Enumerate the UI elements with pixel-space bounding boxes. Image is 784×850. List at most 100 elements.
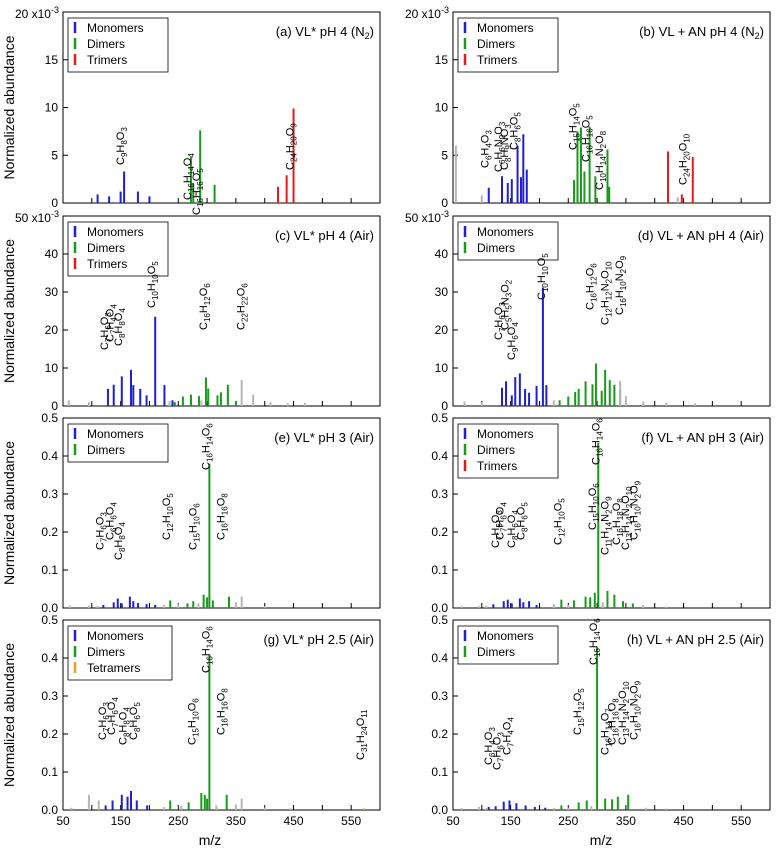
formula-label: C8​H8​O4​ [113,522,127,560]
formula-label: C5​H5​N3​O2​ [499,279,513,330]
legend-box [67,221,169,277]
formula-label: C16​H14​O6​ [200,626,214,673]
x-tick-label: 150 [111,814,131,828]
y-scale-label: 20 x10-3 [15,5,59,21]
formula-label: C7​H6​O4​ [495,502,509,540]
formula-label: C7​H6​O3​ [94,512,108,550]
y-tick-label: 0.2 [41,727,58,741]
plot-frame [452,215,771,407]
y-tick-label: 0.5 [431,411,448,425]
y-tick-label: 0.0 [41,803,58,817]
y-tick-label: 20 [45,323,59,337]
x-tick-label: 550 [731,814,751,828]
y-tick-label: 0.3 [41,487,58,501]
formula-label: C7​H4​O4​ [502,717,516,755]
formula-label: C6​H4​O3​ [483,727,497,765]
legend-label: Dimers [477,37,515,51]
y-tick-label: 5 [51,148,58,162]
y-tick-label: 0.0 [41,601,58,615]
formula-label: C9​H8​O3​ [115,127,129,165]
y-scale-label: 50 x10-3 [15,209,59,225]
y-tick-label: 10 [435,101,449,115]
y-scale-label: 20 x10-3 [405,5,449,21]
formula-label: C16​H10​N2​O9​ [628,680,642,740]
formula-label: C6​H6​O4​ [105,502,119,540]
y-tick-label: 0.5 [41,411,58,425]
formula-label: C13​H14​N2​O10​ [620,486,634,550]
y-tick-label: 0.1 [41,765,58,779]
formula-label: C16​H18​O8​ [611,498,625,545]
y-tick-label: 0.4 [41,651,58,665]
formula-label: C8​H6​O5​ [509,112,523,150]
y-tick-label: 10 [45,361,59,375]
y-tick-label: 0 [51,196,58,210]
formula-label: C10​H14​N2​O8​ [594,130,608,190]
legend-label: Trimers [477,459,517,473]
formula-label: C8​H6​O4​ [506,510,520,548]
legend-label: Dimers [477,443,515,457]
formula-label: C15​H12​O5​ [572,688,586,735]
formula-label: C11​H14​N2​O9​ [600,496,614,555]
formula-label: C16​H14​O4​ [182,153,196,200]
legend-box [67,423,169,463]
formula-label: C8​H6​O5​ [128,702,142,740]
y-tick-label: 0.4 [431,651,448,665]
formula-label: C16​H12​O6​ [585,263,599,310]
y-tick-label: 0 [51,399,58,413]
panel-d: 0 10 20 30 40 50 x10-3 Monomers Dimers (d) VL + … [405,209,771,413]
y-scale-label: 50 x10-3 [405,209,449,225]
legend-label: Tetramers [87,661,140,675]
formula-label: C7​H6​O3​ [490,510,504,548]
formula-label: C12​H10​O5​ [552,498,566,545]
y-tick-label: 0.5 [431,613,448,627]
y-tick-label: 30 [45,285,59,299]
formula-label: C24​H20​O10​ [677,133,691,185]
formula-label: C10​H10​O5​ [146,261,160,308]
legend-label: Trimers [477,53,517,67]
formula-label: C8​H6​O5​ [515,502,529,540]
y-tick-label: 0.0 [431,803,448,817]
panel-title: (a) VL* pH 4 (N2) [276,24,374,41]
panel-title: (d) VL + AN pH 4 (Air) [638,228,764,243]
formula-label: C12​H10​O5​ [161,493,175,540]
plot-frame [452,417,771,609]
legend-label: Monomers [87,629,144,643]
formula-label: C16​H16​O5​ [581,115,595,162]
legend-label: Dimers [87,645,125,659]
y-axis-label: Normalized abundance [1,35,17,179]
panel-c: 0 10 20 30 40 50 x10-3 Monomers Dimers Trimers (c… [1,209,381,413]
legend-label: Monomers [477,629,534,643]
legend-label: Dimers [87,443,125,457]
legend-label: Monomers [87,427,144,441]
formula-label: C16​H16​O8​ [215,688,229,735]
formula-label: C16​H10​N2​O9​ [614,255,628,315]
panel-title: (e) VL* pH 3 (Air) [274,430,374,445]
formula-label: C24​H20​O9​ [285,123,299,170]
formula-label: C16​H14​O6​ [588,618,602,665]
formula-label: C16​H12​O6​ [198,283,212,330]
y-tick-label: 0.2 [431,525,448,539]
x-tick-label: 350 [616,814,636,828]
formula-label: C15​H10​O6​ [188,503,202,550]
legend-box [457,423,559,479]
panels-layer: 0 5 10 15 20 x10-3 Monomers Dimers Trimers (a) V… [1,5,771,828]
y-axis-label: Normalized abundance [1,239,17,383]
y-axis-label: Normalized abundance [1,643,17,787]
panel-title: (g) VL* pH 2.5 (Air) [263,632,374,647]
panel-title: (c) VL* pH 4 (Air) [275,228,374,243]
formula-label: C16​H10​N2​O9​ [628,480,642,540]
panel-title: (h) VL + AN pH 2.5 (Air) [627,632,764,647]
formula-label: C16​H16​O5​ [191,168,205,215]
x-tick-label: 450 [284,814,304,828]
y-tick-label: 0.0 [431,601,448,615]
formula-label: C16​H16​O8​ [215,493,229,540]
formula-label: C7​H6​O3​ [99,312,113,350]
legend-label: Monomers [87,21,144,35]
legend-label: Trimers [87,257,127,271]
legend-label: Monomers [477,427,534,441]
legend-box [67,17,169,73]
formula-label: C8​H8​O4​ [113,308,127,346]
legend-label: Trimers [87,53,127,67]
y-tick-label: 0.3 [431,487,448,501]
